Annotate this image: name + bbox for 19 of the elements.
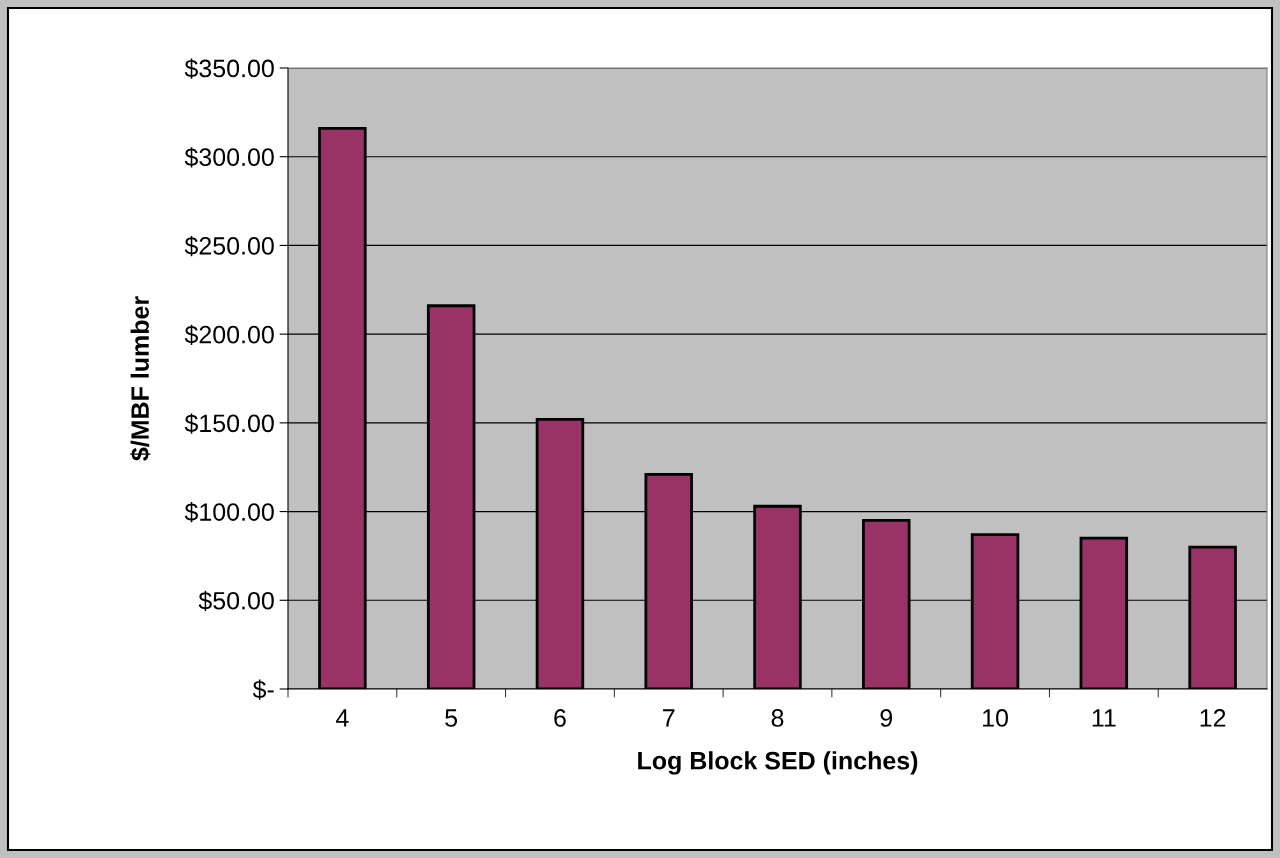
x-tick-label: 5: [445, 709, 458, 727]
x-tick-label: 8: [771, 709, 784, 727]
y-axis-title: $/MBF lumber: [130, 296, 151, 461]
y-tick-label: $-: [252, 679, 274, 700]
y-tick-label: $200.00: [184, 324, 274, 345]
x-tick-label: 9: [880, 709, 893, 727]
x-tick-label: 11: [1092, 709, 1116, 727]
y-tick-label: $100.00: [184, 502, 274, 523]
y-tick-label: $350.00: [184, 58, 274, 79]
x-tick-label: 6: [554, 709, 566, 727]
y-tick-label: $150.00: [184, 413, 274, 434]
x-axis-title: Log Block SED (inches): [638, 751, 918, 775]
x-tick-label: 4: [336, 709, 349, 727]
x-tick-label: 10: [983, 709, 1008, 727]
y-tick-label: $300.00: [184, 147, 274, 168]
x-tick-label: 7: [663, 709, 675, 727]
y-tick-label: $50.00: [198, 590, 274, 612]
y-tick-label: $250.00: [184, 235, 274, 257]
x-tick-label: 12: [1200, 709, 1226, 727]
